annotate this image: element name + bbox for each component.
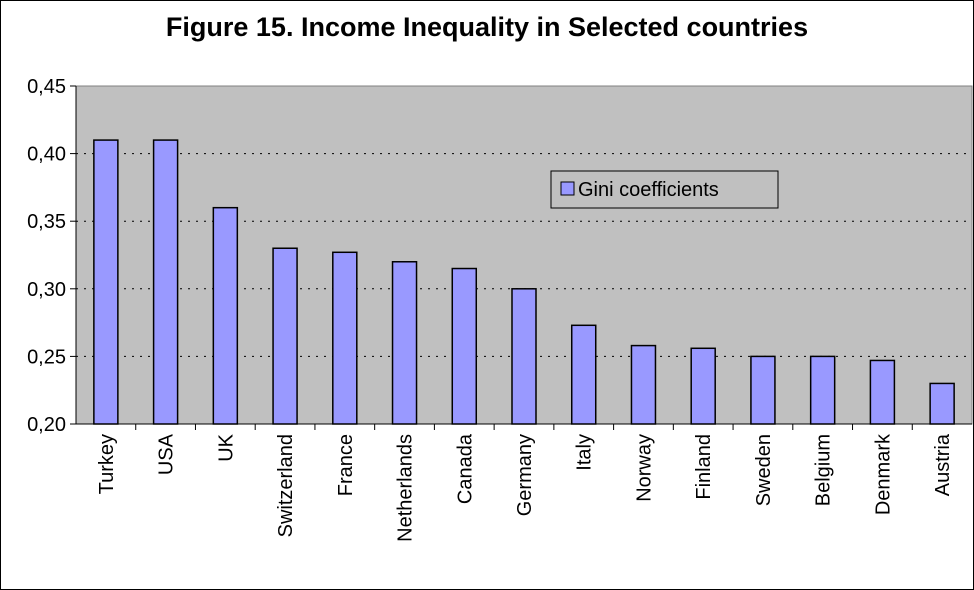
x-tick-label: Austria [932, 433, 954, 496]
x-tick-labels: Turkey USA UK Switzerland France Netherlands C… [96, 433, 954, 542]
x-tick-label: Germany [514, 434, 536, 516]
x-tick-label: Norway [633, 434, 655, 502]
x-tick-label: Italy [574, 434, 596, 471]
bar-denmark [869, 359, 896, 425]
bar-norway [630, 344, 657, 425]
x-tick-label: Finland [693, 434, 715, 500]
x-tick-label: Sweden [753, 434, 775, 506]
legend: Gini coefficients [550, 170, 779, 209]
bar-belgium [809, 355, 836, 425]
y-tick-labels: 0,20 0,25 0,30 0,35 0,40 0,45 [27, 76, 66, 436]
y-tick-label: 0,45 [27, 76, 66, 98]
chart-title: Figure 15. Income Inequality in Selected… [165, 12, 809, 42]
bar-italy [570, 324, 597, 425]
bar-austria [929, 382, 955, 425]
x-tick-label: Switzerland [275, 434, 297, 537]
legend-box [550, 170, 779, 209]
axes [70, 85, 972, 430]
x-tick-label: UK [215, 433, 237, 461]
bar-turkey [93, 139, 119, 425]
x-tick-label: Denmark [872, 433, 894, 515]
y-tick-label: 0,35 [27, 211, 66, 233]
bar-finland [690, 347, 716, 425]
bar-sweden [750, 355, 776, 425]
bar-usa [152, 139, 179, 425]
y-tick-label: 0,30 [27, 279, 66, 301]
y-tick-label: 0,40 [27, 144, 66, 166]
x-tick-label: USA [156, 433, 178, 475]
bars [93, 139, 955, 425]
y-tick-label: 0,25 [27, 346, 66, 368]
x-tick-label: Netherlands [395, 434, 417, 542]
bar-netherlands [391, 261, 418, 425]
bar-germany [511, 288, 537, 425]
x-tick-label: Canada [454, 433, 476, 504]
bar-canada [451, 267, 478, 425]
y-tick-label: 0,20 [27, 414, 66, 436]
bar-uk [212, 206, 239, 425]
bar-france [332, 251, 358, 425]
legend-swatch [560, 181, 575, 196]
bar-switzerland [272, 247, 298, 425]
x-tick-label: Belgium [813, 434, 835, 506]
x-tick-label: France [335, 434, 357, 496]
legend-label: Gini coefficients [578, 179, 719, 201]
x-tick-label: Turkey [96, 434, 118, 494]
